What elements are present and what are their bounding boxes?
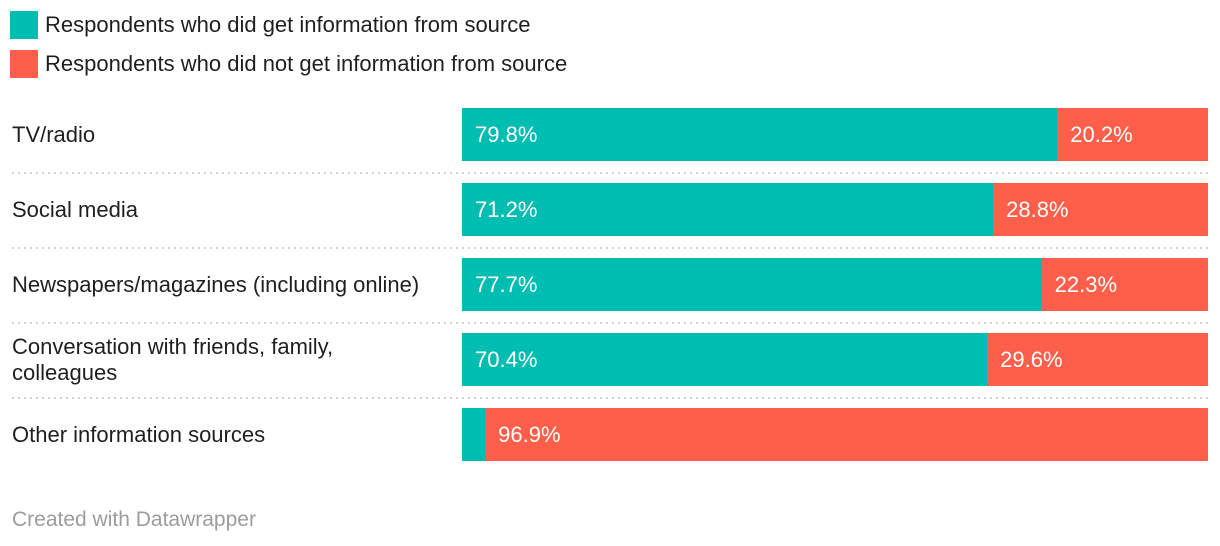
stacked-bar: 96.9%: [462, 408, 1208, 461]
chart-footer: Created with Datawrapper: [12, 508, 1208, 532]
table-row: Newspapers/magazines (including online) …: [12, 247, 1208, 322]
bar-value-did: 71.2%: [475, 197, 538, 222]
bar-segment-did[interactable]: 70.4%: [462, 333, 988, 386]
bar-segment-did[interactable]: 79.8%: [462, 108, 1058, 161]
bar-value-did-not: 20.2%: [1070, 122, 1133, 147]
stacked-bar: 77.7% 22.3%: [462, 258, 1208, 311]
legend-item-did-not: Respondents who did not get information …: [10, 50, 1208, 78]
bar-segment-did-not[interactable]: 28.8%: [993, 183, 1208, 236]
bar-value-did-not: 29.6%: [1000, 347, 1063, 372]
legend-swatch-did-not-icon: [10, 50, 38, 78]
bar-segment-did[interactable]: 71.2%: [462, 183, 994, 236]
legend-item-label: Respondents who did not get information …: [45, 51, 568, 76]
stacked-bar: 71.2% 28.8%: [462, 183, 1208, 236]
bar-segment-did-not[interactable]: 22.3%: [1041, 258, 1208, 311]
bar-value-did-not: 22.3%: [1054, 272, 1118, 297]
legend-swatch-did-icon: [10, 11, 38, 39]
category-label: TV/radio: [12, 121, 96, 147]
category-label: Newspapers/magazines (including online): [12, 271, 420, 297]
table-row: Conversation with friends, family, colle…: [12, 322, 1208, 397]
bar-value-did: 77.7%: [475, 272, 538, 297]
bar-segment-did-not[interactable]: 29.6%: [987, 333, 1208, 386]
bar-value-did: 70.4%: [475, 347, 538, 372]
datawrapper-credit-link[interactable]: Created with Datawrapper: [12, 508, 256, 531]
bar-value-did-not: 96.9%: [498, 422, 561, 447]
bar-segment-did[interactable]: [462, 408, 486, 461]
legend-item-did: Respondents who did get information from…: [10, 11, 1208, 39]
bar-segment-did-not[interactable]: 96.9%: [485, 408, 1208, 461]
legend-item-label: Respondents who did get information from…: [45, 12, 531, 37]
bar-rows: TV/radio 79.8% 20.2% Social media 71.2% …: [12, 97, 1208, 472]
bar-value-did-not: 28.8%: [1006, 197, 1069, 222]
bar-segment-did[interactable]: 77.7%: [462, 258, 1042, 311]
category-label: Conversation with friends, family, colle…: [12, 333, 334, 385]
stacked-bar: 79.8% 20.2%: [462, 108, 1208, 161]
category-label: Other information sources: [12, 421, 266, 447]
table-row: Social media 71.2% 28.8%: [12, 172, 1208, 247]
bar-value-did: 79.8%: [475, 122, 538, 147]
legend: Respondents who did get information from…: [10, 11, 1208, 78]
bar-segment-did-not[interactable]: 20.2%: [1057, 108, 1208, 161]
table-row: TV/radio 79.8% 20.2%: [12, 97, 1208, 172]
table-row: Other information sources 96.9%: [12, 397, 1208, 472]
category-label: Social media: [12, 196, 138, 222]
stacked-bar: 70.4% 29.6%: [462, 333, 1208, 386]
